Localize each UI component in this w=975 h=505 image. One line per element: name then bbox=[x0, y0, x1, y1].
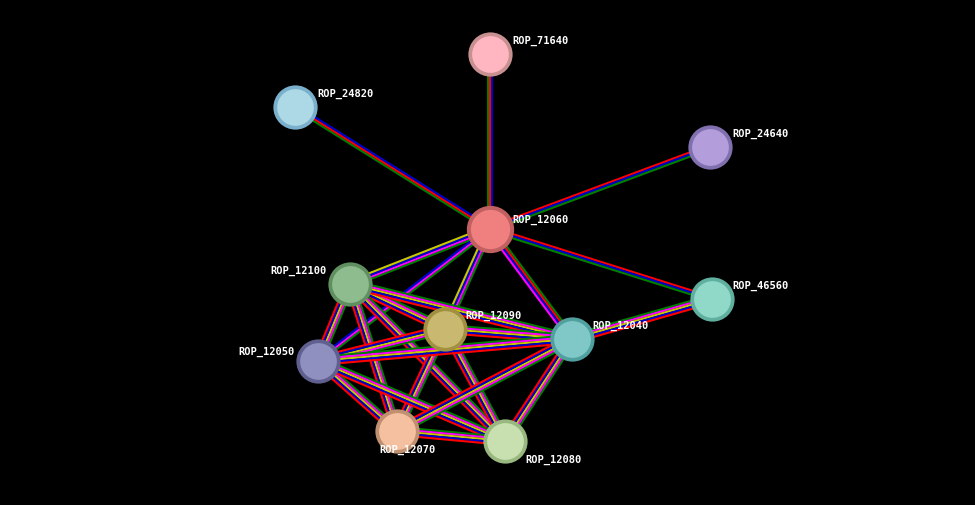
Point bbox=[310, 357, 326, 365]
Text: ROP_24640: ROP_24640 bbox=[732, 129, 788, 139]
Point bbox=[437, 325, 452, 333]
Text: ROP_12040: ROP_12040 bbox=[592, 320, 648, 330]
Text: ROP_12100: ROP_12100 bbox=[270, 265, 327, 276]
Text: ROP_12070: ROP_12070 bbox=[379, 444, 435, 454]
Point bbox=[389, 427, 405, 435]
Point bbox=[483, 51, 498, 59]
Text: ROP_12060: ROP_12060 bbox=[512, 215, 568, 225]
Text: ROP_71640: ROP_71640 bbox=[512, 36, 568, 46]
Point bbox=[342, 280, 358, 288]
Point bbox=[497, 437, 513, 445]
Point bbox=[497, 437, 513, 445]
Text: ROP_12050: ROP_12050 bbox=[238, 346, 294, 357]
Point bbox=[288, 104, 303, 112]
Point bbox=[702, 143, 718, 152]
Point bbox=[389, 427, 405, 435]
Point bbox=[483, 226, 498, 234]
Text: ROP_46560: ROP_46560 bbox=[732, 280, 788, 290]
Point bbox=[342, 280, 358, 288]
Text: ROP_12080: ROP_12080 bbox=[525, 454, 581, 464]
Point bbox=[310, 357, 326, 365]
Point bbox=[483, 226, 498, 234]
Point bbox=[437, 325, 452, 333]
Point bbox=[288, 104, 303, 112]
Point bbox=[704, 295, 720, 304]
Text: ROP_24820: ROP_24820 bbox=[317, 89, 373, 99]
Point bbox=[704, 295, 720, 304]
Text: ROP_12090: ROP_12090 bbox=[465, 310, 522, 321]
Point bbox=[565, 335, 580, 343]
Point bbox=[565, 335, 580, 343]
Point bbox=[483, 51, 498, 59]
Point bbox=[702, 143, 718, 152]
